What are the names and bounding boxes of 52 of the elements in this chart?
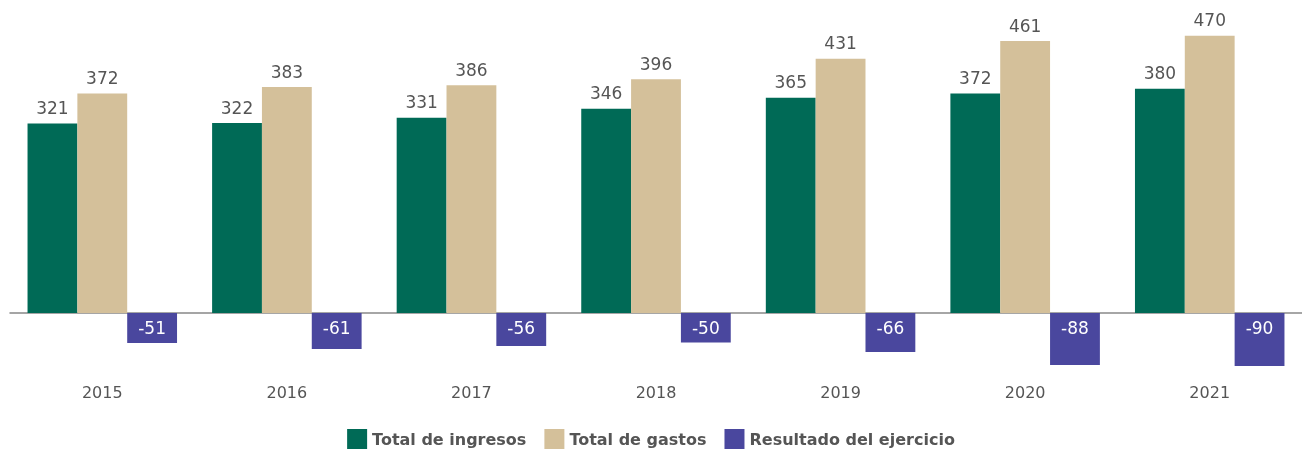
bar <box>212 123 262 313</box>
data-label: 470 <box>1193 10 1226 31</box>
data-label: 346 <box>589 83 623 104</box>
x-tick-label: 2020 <box>1004 382 1046 402</box>
x-tick-label: 2016 <box>266 382 308 402</box>
bar <box>1000 41 1051 313</box>
data-label: 461 <box>1008 15 1042 36</box>
bar <box>396 117 447 313</box>
data-label: 396 <box>639 53 673 74</box>
data-label: 380 <box>1143 63 1177 84</box>
bar <box>631 79 681 313</box>
bar <box>1050 313 1100 365</box>
bar <box>1134 88 1185 313</box>
data-label: 383 <box>270 61 304 82</box>
x-tick-label: 2019 <box>820 382 861 402</box>
data-label: -88 <box>1061 317 1089 338</box>
bar <box>261 87 312 313</box>
x-tick-label: 2015 <box>81 382 123 402</box>
data-label: 431 <box>824 33 857 54</box>
legend-label: Resultado del ejercicio <box>749 429 955 449</box>
bar <box>311 313 362 349</box>
bar <box>446 85 497 313</box>
data-label: 321 <box>36 98 69 119</box>
x-tick-label: 2017 <box>451 382 492 402</box>
x-tick-label: 2018 <box>635 382 677 402</box>
bar <box>27 123 78 313</box>
bar <box>865 313 916 352</box>
data-label: 372 <box>959 68 992 89</box>
data-label: -51 <box>138 317 167 338</box>
legend-label: Total de ingresos <box>372 429 527 449</box>
bar <box>127 313 178 344</box>
bar <box>680 313 731 343</box>
bar <box>1234 313 1285 367</box>
bar <box>815 58 866 313</box>
x-tick-label: 2021 <box>1189 382 1231 402</box>
data-label: -90 <box>1245 317 1274 338</box>
data-label: -61 <box>322 317 351 338</box>
bar <box>950 93 1001 313</box>
data-label: 365 <box>774 72 807 93</box>
data-label: -50 <box>691 317 720 338</box>
bar <box>1184 35 1235 313</box>
data-label: -66 <box>876 317 905 338</box>
data-label: 331 <box>405 92 438 113</box>
data-label: -56 <box>507 317 536 338</box>
bar <box>581 108 632 313</box>
bar <box>77 93 128 313</box>
data-label: 322 <box>220 97 254 118</box>
data-label: 386 <box>455 59 488 80</box>
bar <box>765 97 816 313</box>
data-label: 372 <box>86 68 119 89</box>
legend-label: Total de gastos <box>569 429 707 449</box>
bar <box>496 313 547 347</box>
